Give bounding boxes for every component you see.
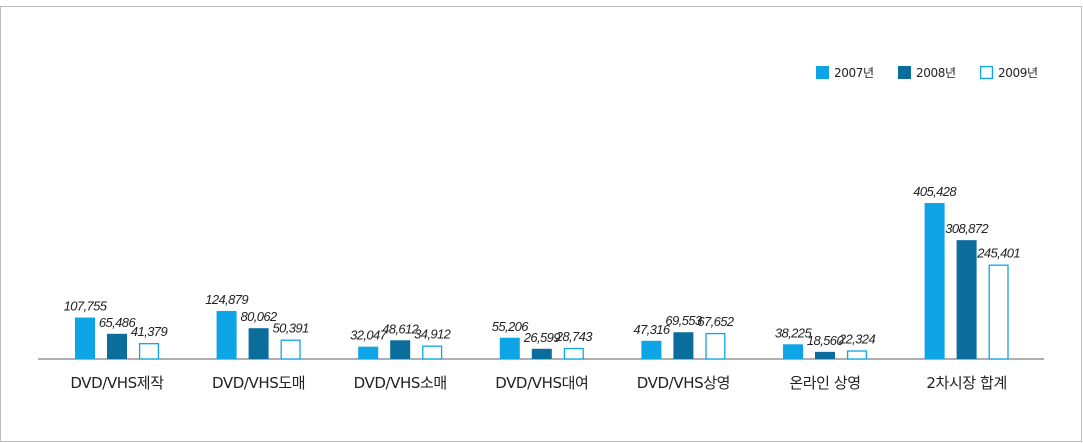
bar-2008년-2차시장 합계 bbox=[956, 240, 977, 359]
x-tick-label: 2차시장 합계 bbox=[926, 374, 1007, 392]
data-label: 308,872 bbox=[945, 221, 989, 236]
legend-label: 2007년 bbox=[834, 66, 874, 80]
bar-2007년-DVD/VHS도매 bbox=[216, 310, 237, 359]
data-label: 47,316 bbox=[633, 322, 671, 337]
data-label: 50,391 bbox=[273, 321, 310, 336]
bar-2009년-DVD/VHS상영 bbox=[705, 332, 726, 360]
data-label: 32,047 bbox=[350, 328, 388, 343]
data-label: 22,324 bbox=[838, 331, 876, 346]
data-label: 65,486 bbox=[99, 315, 137, 330]
data-label: 34,912 bbox=[414, 327, 452, 342]
bar-2009년-DVD/VHS제작 bbox=[138, 343, 160, 360]
bar-2009년-온라인 상영 bbox=[846, 350, 868, 360]
x-tick-label: DVD/VHS제작 bbox=[70, 374, 164, 392]
data-label: 107,755 bbox=[64, 299, 108, 314]
bar-2008년-DVD/VHS대여 bbox=[531, 348, 552, 359]
bar-2007년-2차시장 합계 bbox=[924, 203, 945, 359]
bar-2008년-DVD/VHS제작 bbox=[107, 333, 127, 359]
data-label: 245,401 bbox=[976, 246, 1020, 261]
data-label: 41,379 bbox=[131, 324, 168, 339]
data-label: 67,652 bbox=[697, 314, 735, 329]
x-tick-label: DVD/VHS상영 bbox=[637, 374, 730, 392]
x-tick-label: DVD/VHS소매 bbox=[354, 374, 447, 392]
legend-label: 2008년 bbox=[916, 66, 956, 80]
data-label: 55,206 bbox=[492, 319, 530, 334]
bar-2009년-DVD/VHS도매 bbox=[280, 339, 301, 360]
data-label: 26,599 bbox=[523, 330, 561, 345]
bar-2007년-DVD/VHS대여 bbox=[499, 337, 520, 359]
data-label: 80,062 bbox=[241, 309, 279, 324]
bar-2007년-온라인 상영 bbox=[783, 344, 803, 359]
x-tick-label: DVD/VHS도매 bbox=[212, 374, 305, 392]
legend-label: 2009년 bbox=[998, 66, 1038, 80]
data-label: 48,612 bbox=[382, 321, 420, 336]
data-label: 69,553 bbox=[665, 313, 703, 328]
legend-swatch-2007년 bbox=[816, 66, 829, 79]
bar-2009년-DVD/VHS대여 bbox=[563, 347, 584, 360]
data-label: 18,560 bbox=[807, 333, 845, 348]
bar-2008년-DVD/VHS소매 bbox=[390, 340, 411, 359]
bar-2009년-2차시장 합계 bbox=[988, 264, 1009, 360]
legend-swatch-2009년 bbox=[979, 65, 994, 80]
bar-2007년-DVD/VHS제작 bbox=[75, 317, 95, 359]
bar-2009년-DVD/VHS소매 bbox=[422, 345, 443, 360]
bar-2008년-온라인 상영 bbox=[815, 351, 835, 359]
data-label: 28,743 bbox=[555, 329, 594, 344]
bar-2007년-DVD/VHS소매 bbox=[358, 346, 379, 359]
bar-2007년-DVD/VHS상영 bbox=[641, 340, 662, 359]
legend-swatch-2008년 bbox=[898, 66, 911, 79]
data-label: 405,428 bbox=[913, 184, 957, 199]
x-tick-label: DVD/VHS대여 bbox=[495, 374, 588, 392]
data-label: 38,225 bbox=[775, 325, 813, 340]
x-tick-label: 온라인 상영 bbox=[789, 374, 860, 392]
bar-2008년-DVD/VHS상영 bbox=[673, 332, 694, 359]
bar-2008년-DVD/VHS도매 bbox=[248, 328, 269, 359]
data-label: 124,879 bbox=[205, 292, 248, 307]
